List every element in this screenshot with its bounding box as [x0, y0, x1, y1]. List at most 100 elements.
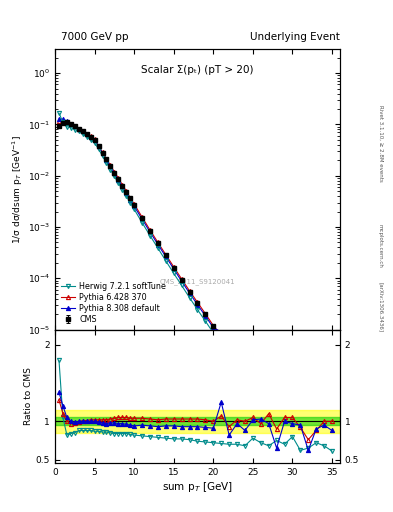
Herwig 7.2.1 softTune: [92, 140, 97, 146]
Line: Pythia 6.428 370: Pythia 6.428 370: [57, 119, 334, 490]
Pythia 6.428 370: [76, 126, 81, 132]
Herwig 7.2.1 softTune: [112, 174, 117, 180]
Pythia 8.308 default: [61, 116, 65, 122]
Pythia 8.308 default: [187, 290, 192, 296]
Pythia 8.308 default: [306, 464, 310, 470]
Herwig 7.2.1 softTune: [57, 110, 61, 116]
Pythia 6.428 370: [72, 123, 77, 130]
Herwig 7.2.1 softTune: [120, 186, 125, 193]
Herwig 7.2.1 softTune: [227, 353, 231, 359]
Text: Underlying Event: Underlying Event: [250, 32, 340, 42]
Pythia 6.428 370: [227, 347, 231, 353]
Herwig 7.2.1 softTune: [80, 131, 85, 137]
Pythia 8.308 default: [282, 421, 287, 427]
Pythia 6.428 370: [171, 264, 176, 270]
Pythia 6.428 370: [96, 142, 101, 148]
Pythia 8.308 default: [80, 129, 85, 135]
Pythia 8.308 default: [92, 137, 97, 143]
Herwig 7.2.1 softTune: [64, 123, 69, 130]
Pythia 8.308 default: [76, 125, 81, 132]
Pythia 6.428 370: [266, 397, 271, 403]
Herwig 7.2.1 softTune: [128, 200, 132, 206]
Pythia 8.308 default: [203, 313, 208, 319]
Pythia 6.428 370: [132, 201, 136, 207]
Pythia 6.428 370: [242, 367, 247, 373]
Pythia 8.308 default: [274, 420, 279, 426]
Pythia 8.308 default: [330, 487, 334, 494]
Herwig 7.2.1 softTune: [259, 396, 263, 402]
Herwig 7.2.1 softTune: [116, 180, 121, 186]
Text: 7000 GeV pp: 7000 GeV pp: [61, 32, 129, 42]
Pythia 8.308 default: [171, 266, 176, 272]
Pythia 6.428 370: [259, 389, 263, 395]
Herwig 7.2.1 softTune: [132, 206, 136, 212]
Pythia 6.428 370: [148, 227, 152, 233]
Line: Herwig 7.2.1 softTune: Herwig 7.2.1 softTune: [57, 111, 334, 501]
Pythia 8.308 default: [235, 356, 239, 362]
Pythia 8.308 default: [219, 329, 224, 335]
Pythia 8.308 default: [88, 134, 93, 140]
Pythia 8.308 default: [322, 476, 327, 482]
Herwig 7.2.1 softTune: [266, 408, 271, 414]
Pythia 6.428 370: [68, 121, 73, 127]
Herwig 7.2.1 softTune: [235, 364, 239, 370]
Pythia 6.428 370: [92, 136, 97, 142]
Pythia 8.308 default: [108, 163, 113, 169]
Herwig 7.2.1 softTune: [314, 471, 319, 477]
Pythia 6.428 370: [57, 118, 61, 124]
Bar: [55, 410, 340, 433]
Pythia 6.428 370: [84, 131, 89, 137]
Pythia 8.308 default: [140, 216, 145, 222]
Pythia 6.428 370: [179, 276, 184, 282]
Herwig 7.2.1 softTune: [84, 134, 89, 140]
Pythia 8.308 default: [179, 278, 184, 284]
Text: Rivet 3.1.10, ≥ 2.8M events: Rivet 3.1.10, ≥ 2.8M events: [378, 105, 383, 182]
Pythia 6.428 370: [128, 195, 132, 201]
Herwig 7.2.1 softTune: [104, 159, 109, 165]
Herwig 7.2.1 softTune: [68, 124, 73, 131]
Pythia 6.428 370: [124, 188, 129, 194]
Herwig 7.2.1 softTune: [76, 129, 81, 135]
Pythia 8.308 default: [64, 118, 69, 124]
Herwig 7.2.1 softTune: [88, 137, 93, 143]
Pythia 6.428 370: [219, 332, 224, 338]
Pythia 8.308 default: [84, 131, 89, 137]
Pythia 8.308 default: [259, 388, 263, 394]
Pythia 6.428 370: [156, 240, 160, 246]
Pythia 6.428 370: [108, 162, 113, 168]
Pythia 8.308 default: [148, 229, 152, 235]
Herwig 7.2.1 softTune: [290, 436, 295, 442]
Pythia 6.428 370: [211, 323, 216, 329]
Pythia 8.308 default: [298, 443, 303, 450]
Y-axis label: Ratio to CMS: Ratio to CMS: [24, 368, 33, 425]
Herwig 7.2.1 softTune: [306, 463, 310, 469]
Herwig 7.2.1 softTune: [72, 126, 77, 133]
Herwig 7.2.1 softTune: [96, 146, 101, 152]
Herwig 7.2.1 softTune: [156, 245, 160, 251]
Pythia 6.428 370: [80, 128, 85, 134]
Pythia 8.308 default: [116, 177, 121, 183]
Pythia 8.308 default: [96, 143, 101, 150]
Herwig 7.2.1 softTune: [211, 330, 216, 336]
Pythia 6.428 370: [306, 459, 310, 465]
Legend: Herwig 7.2.1 softTune, Pythia 6.428 370, Pythia 8.308 default, CMS: Herwig 7.2.1 softTune, Pythia 6.428 370,…: [59, 280, 168, 326]
Pythia 8.308 default: [211, 325, 216, 331]
Pythia 8.308 default: [57, 116, 61, 122]
Herwig 7.2.1 softTune: [108, 166, 113, 173]
Herwig 7.2.1 softTune: [219, 342, 224, 348]
Herwig 7.2.1 softTune: [124, 193, 129, 199]
Pythia 8.308 default: [128, 197, 132, 203]
Herwig 7.2.1 softTune: [250, 383, 255, 389]
Herwig 7.2.1 softTune: [187, 294, 192, 301]
Pythia 6.428 370: [298, 444, 303, 451]
Pythia 6.428 370: [88, 134, 93, 140]
Pythia 6.428 370: [140, 214, 145, 220]
Herwig 7.2.1 softTune: [195, 307, 200, 313]
Bar: [55, 417, 340, 425]
Pythia 6.428 370: [314, 467, 319, 473]
Pythia 6.428 370: [235, 355, 239, 361]
Pythia 8.308 default: [156, 242, 160, 248]
Pythia 8.308 default: [250, 377, 255, 383]
Pythia 8.308 default: [104, 157, 109, 163]
Pythia 8.308 default: [72, 123, 77, 130]
